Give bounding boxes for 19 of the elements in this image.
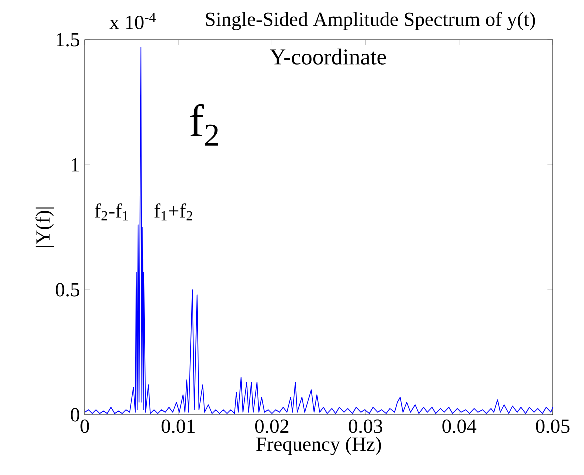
x-tick-label: 0.05 — [536, 420, 570, 434]
y-tick-label: 0 — [71, 408, 80, 422]
x-tick-label: 0.01 — [162, 420, 195, 434]
text: x 10$^{-4}$ — [110, 13, 156, 30]
y-axis-title: |Y(f)| — [36, 208, 54, 248]
annotation: f$_{2}$ — [190, 104, 218, 146]
y-tick-label: 1.5 — [57, 33, 80, 47]
y-tick-label: 0.5 — [56, 283, 80, 297]
y-tick-label: 1 — [72, 158, 80, 172]
annotation: Y-coordinate — [270, 48, 386, 65]
line-series — [85, 47, 554, 414]
x-tick-label: 0.02 — [255, 420, 289, 434]
x-axis-title: Frequency (Hz) — [256, 437, 382, 456]
x-tick-label: 0.04 — [442, 420, 477, 434]
x-tick-label: 0 — [80, 420, 90, 434]
chart-title: Single-Sided Amplitude Spectrum of y(t) — [206, 12, 536, 30]
annotation: f$_{1}$+f$_{2}$ — [154, 204, 192, 221]
x-tick-label: 0.03 — [349, 420, 383, 434]
annotation: f$_{2}$-f$_{1}$ — [95, 204, 128, 221]
